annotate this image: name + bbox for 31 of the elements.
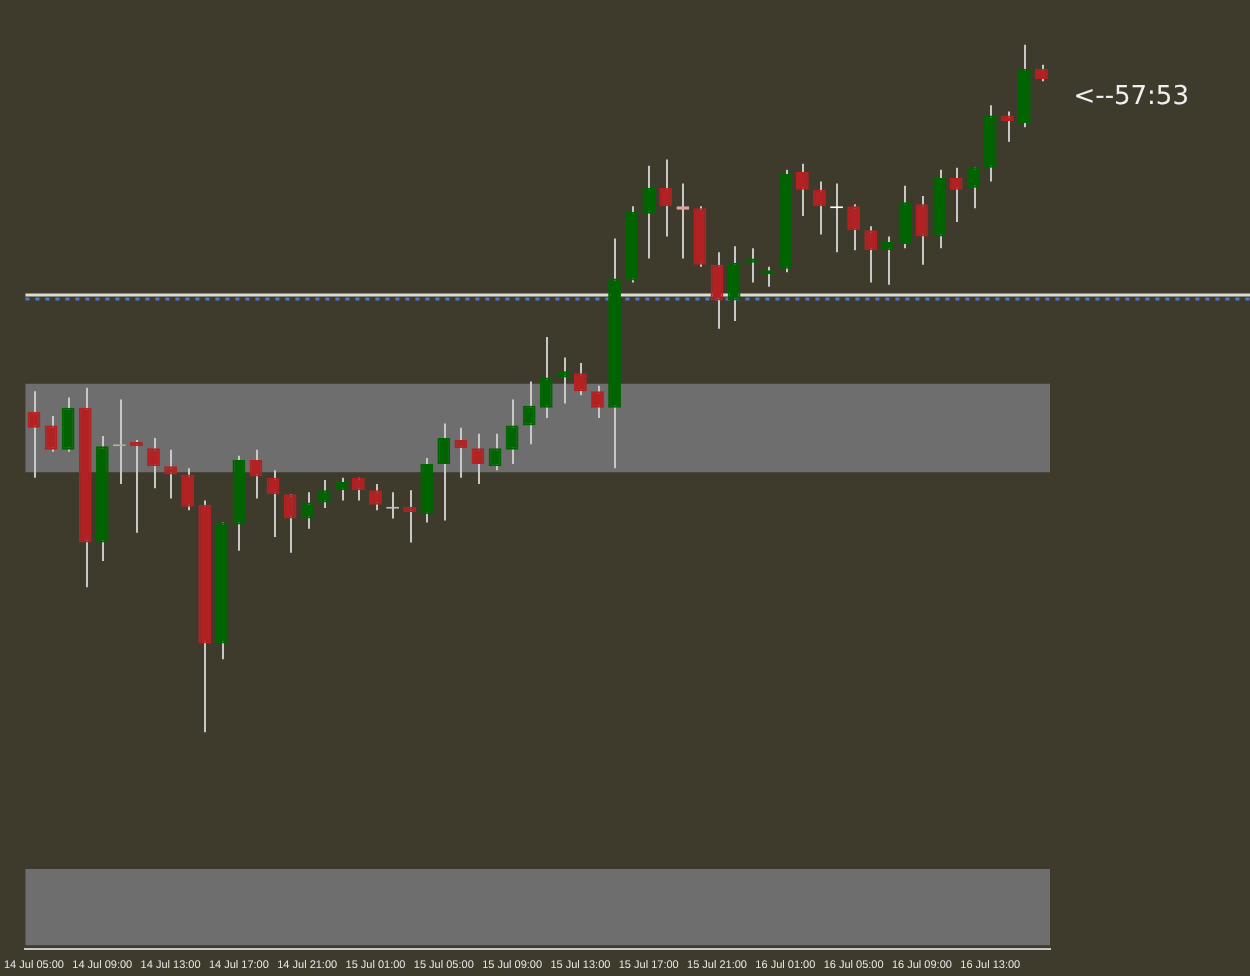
candlestick (283, 493, 297, 554)
candlestick (488, 432, 502, 472)
text: <--57:53 (1073, 81, 1189, 112)
candlestick (300, 491, 314, 530)
candlestick (949, 166, 963, 224)
candlestick (642, 164, 656, 260)
candlestick (369, 483, 382, 512)
candlestick (317, 478, 331, 510)
candlestick (915, 194, 929, 266)
candlestick (61, 396, 75, 453)
candlestick (898, 184, 912, 250)
candlestick (27, 390, 41, 479)
candlestick (864, 225, 878, 284)
candlestick (147, 436, 160, 490)
candlestick (454, 426, 468, 479)
candlestick (420, 456, 434, 524)
candlestick (795, 162, 809, 217)
candlestick (334, 476, 348, 502)
candlestick (813, 180, 826, 236)
candlestick (539, 335, 553, 420)
candlestick (847, 203, 861, 252)
candlestick (881, 235, 895, 286)
candlestick (437, 422, 451, 522)
candlestick (522, 380, 536, 446)
candlestick (505, 398, 519, 466)
candlestick (471, 432, 485, 486)
candlestick (44, 414, 58, 453)
candlestick (181, 467, 195, 512)
candlestick (659, 158, 673, 238)
candlestick (556, 356, 570, 405)
candlestick (164, 448, 177, 500)
